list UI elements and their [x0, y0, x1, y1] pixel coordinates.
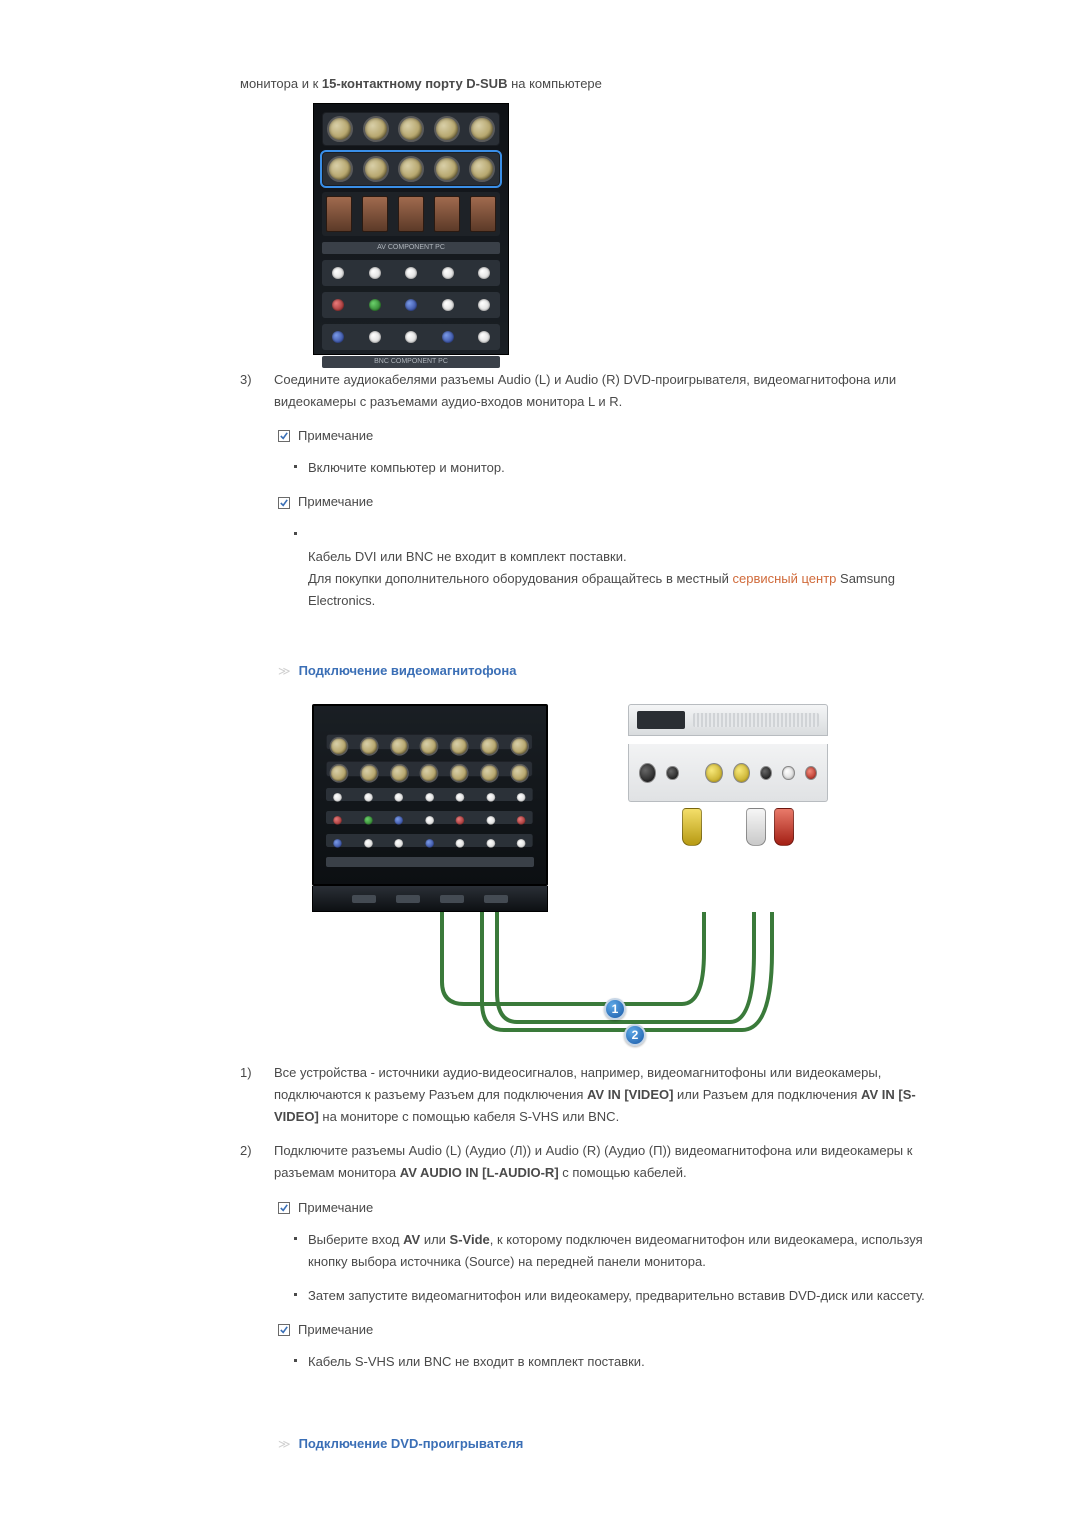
vcr-step-1-text: Все устройства - источники аудио-видеоси…: [274, 1062, 960, 1128]
plug-white: [746, 808, 766, 846]
section-title-vcr: Подключение видеомагнитофона: [299, 660, 517, 682]
rca-row-1: [322, 260, 500, 286]
intro-suffix: на компьютере: [507, 76, 601, 91]
vcr-step-2-num: 2): [240, 1140, 254, 1184]
bullet-c2-text: Затем запустите видеомагнитофон или виде…: [308, 1285, 960, 1307]
bullet-d1-text: Кабель S-VHS или BNC не входит в комплек…: [308, 1351, 960, 1373]
monitor-back-assembly: [312, 704, 548, 912]
chevron-icon: ≫: [278, 1434, 291, 1454]
check-icon: [278, 497, 290, 509]
rca-row-2: [322, 292, 500, 318]
panel-label-bottom: BNC COMPONENT PC: [322, 356, 500, 368]
check-icon: [278, 1202, 290, 1214]
vcr-step-2: 2) Подключите разъемы Audio (L) (Аудио (…: [240, 1140, 960, 1184]
jack-row-top: [322, 112, 500, 146]
cables-svg: [312, 912, 852, 1042]
plug-red: [774, 808, 794, 846]
bullet-c1-text: Выберите вход AV или S-Vide, к которому …: [308, 1229, 960, 1273]
note-header-d: Примечание: [278, 1319, 960, 1341]
step-3-text: Соедините аудиокабелями разъемы Audio (L…: [274, 369, 960, 413]
vertical-slots: [322, 192, 500, 236]
chevron-icon: ≫: [278, 661, 291, 681]
intro-bold: 15-контактному порту D-SUB: [322, 76, 508, 91]
section-heading-vcr: ≫ Подключение видеомагнитофона: [278, 660, 960, 682]
plug-yellow: [682, 808, 702, 846]
port-audio-r: [805, 766, 817, 780]
check-icon: [278, 430, 290, 442]
vcr-rear-panel: [628, 744, 828, 802]
jack-row-highlighted: [322, 152, 500, 186]
badge-1: 1: [604, 998, 626, 1020]
note-header-c: Примечание: [278, 1197, 960, 1219]
port-video-out: [705, 763, 722, 783]
service-center-link[interactable]: сервисный центр: [732, 571, 836, 586]
bullet-a1-text: Включите компьютер и монитор.: [308, 457, 960, 479]
step-3: 3) Соедините аудиокабелями разъемы Audio…: [240, 369, 960, 413]
note-header-b: Примечание: [278, 491, 960, 513]
monitor-stand: [312, 886, 548, 912]
bullet-a1: Включите компьютер и монитор.: [294, 457, 960, 479]
note-header-a: Примечание: [278, 425, 960, 447]
intro-prefix: монитора и к: [240, 76, 322, 91]
vcr-step-1-num: 1): [240, 1062, 254, 1128]
rca-row-3: [322, 324, 500, 350]
port-audio-l: [782, 766, 794, 780]
note-label-a: Примечание: [298, 425, 373, 447]
bullet-c2: Затем запустите видеомагнитофон или виде…: [294, 1285, 960, 1307]
cable-plugs: [682, 808, 828, 846]
panel-label-top: AV COMPONENT PC: [322, 242, 500, 254]
bullet-d1: Кабель S-VHS или BNC не входит в комплек…: [294, 1351, 960, 1373]
monitor-back: [312, 704, 548, 886]
connector-panel-illustration: AV COMPONENT PC BNC COMPONENT PC: [313, 103, 960, 355]
check-icon: [278, 1324, 290, 1336]
bullet-b1: Кабель DVI или BNC не входит в комплект …: [294, 524, 960, 612]
port-video-in: [733, 763, 750, 783]
note-label-c: Примечание: [298, 1197, 373, 1219]
section-heading-dvd: ≫ Подключение DVD-проигрывателя: [278, 1433, 960, 1455]
connector-panel: AV COMPONENT PC BNC COMPONENT PC: [313, 103, 509, 355]
section-title-dvd: Подключение DVD-проигрывателя: [299, 1433, 524, 1455]
badge-2: 2: [624, 1024, 646, 1046]
vcr-unit: [628, 704, 828, 846]
bullet-c1: Выберите вход AV или S-Vide, к которому …: [294, 1229, 960, 1273]
note-label-b: Примечание: [298, 491, 373, 513]
bullet-b1-text: Кабель DVI или BNC не входит в комплект …: [308, 524, 960, 612]
port-ant: [666, 766, 678, 780]
vcr-step-1: 1) Все устройства - источники аудио-виде…: [240, 1062, 960, 1128]
vcr-step-2-text: Подключите разъемы Audio (L) (Аудио (Л))…: [274, 1140, 960, 1184]
vcr-connection-diagram: 1 2: [312, 704, 852, 1042]
step-3-num: 3): [240, 369, 254, 413]
note-label-d: Примечание: [298, 1319, 373, 1341]
port-misc: [760, 766, 772, 780]
vcr-top: [628, 704, 828, 736]
port-svideo: [639, 763, 656, 783]
intro-line: монитора и к 15-контактному порту D-SUB …: [240, 73, 960, 95]
